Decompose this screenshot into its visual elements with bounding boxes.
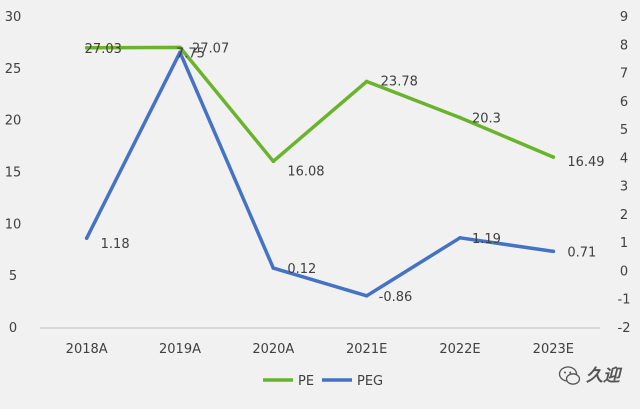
- series-layer: [84, 45, 556, 298]
- data-point-pe: [364, 79, 369, 84]
- data-label-peg: 0.12: [287, 262, 316, 277]
- data-label-pe: 27.03: [85, 42, 122, 57]
- data-label-pe: 16.49: [567, 155, 604, 170]
- y-left-tick-label: 5: [9, 269, 17, 284]
- data-point-pe: [551, 155, 556, 159]
- x-tick-label: 2022E: [439, 342, 480, 357]
- data-point-peg: [551, 249, 556, 254]
- watermark-text: 久迎: [586, 366, 623, 386]
- data-point-peg: [84, 236, 89, 240]
- y-right-tick-label: 1: [620, 236, 628, 251]
- watermark: 久迎: [558, 366, 623, 386]
- x-tick-label: 2019A: [159, 342, 201, 357]
- y-left-tick-label: 25: [5, 62, 22, 77]
- data-labels-layer: 27.03 27.07 16.08 23.78 20.3 16.49 1.18 7.75 0.1…: [85, 41, 605, 304]
- data-label-pe: 27.07: [192, 41, 229, 56]
- data-label-pe: 23.78: [381, 74, 418, 89]
- y-right-tick-label: 9: [620, 10, 628, 25]
- data-point-pe: [84, 45, 89, 50]
- legend-label-peg: PEG: [357, 374, 383, 389]
- x-tick-label: 2020A: [252, 342, 294, 357]
- data-point-pe: [271, 159, 276, 164]
- y-right-tick-label: 7: [620, 67, 628, 82]
- data-label-peg: -0.86: [379, 290, 413, 305]
- data-label-peg: 0.71: [567, 245, 596, 260]
- data-point-peg: [178, 50, 182, 55]
- y-right-tick-label: 6: [620, 95, 628, 110]
- x-tick-label: 2023E: [533, 342, 574, 357]
- wechat-logo-icon: [558, 366, 581, 385]
- data-label-peg: 7.75: [176, 46, 205, 61]
- legend-label-pe: PE: [298, 374, 314, 389]
- x-tick-label: 2018A: [66, 342, 108, 357]
- data-point-peg: [458, 236, 462, 240]
- axes-layer: 0 5 10 15 20 25 30 -2 -1 0 1 2 3 4 5 6 7 8 9 2018A 2019A 2020…: [5, 10, 631, 357]
- y-left-tick-label: 15: [5, 166, 22, 181]
- data-label-pe: 20.3: [472, 112, 501, 127]
- y-right-tick-label: 8: [620, 38, 628, 53]
- y-right-tick-label: 4: [620, 151, 628, 166]
- y-right-tick-label: 5: [620, 123, 628, 138]
- y-right-tick-label: -2: [618, 321, 631, 336]
- y-left-tick-label: 30: [5, 10, 22, 25]
- data-label-peg: 1.19: [472, 232, 501, 247]
- series-line-peg: [84, 50, 556, 298]
- y-left-tick-label: 0: [9, 321, 17, 336]
- y-right-tick-label: 0: [620, 264, 628, 279]
- y-right-tick-label: 3: [620, 180, 628, 195]
- y-right-tick-label: 2: [620, 208, 628, 223]
- data-label-peg: 1.18: [101, 237, 130, 252]
- data-point-peg: [271, 266, 276, 270]
- data-label-pe: 16.08: [287, 164, 324, 179]
- x-tick-label: 2021E: [346, 342, 387, 357]
- legend: PE PEG: [263, 374, 383, 389]
- series-line-pe: [84, 45, 556, 164]
- y-right-tick-label: -1: [618, 293, 631, 308]
- data-point-pe: [178, 45, 182, 50]
- y-left-tick-label: 20: [5, 114, 22, 129]
- y-left-tick-label: 10: [5, 217, 22, 232]
- data-point-peg: [364, 293, 369, 298]
- data-point-pe: [458, 115, 462, 120]
